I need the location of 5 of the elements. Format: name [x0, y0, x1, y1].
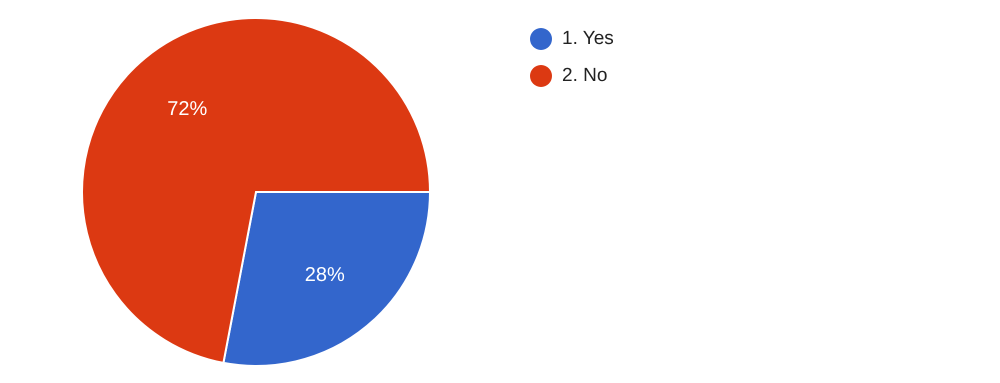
legend-label: 2. No	[562, 64, 608, 86]
data-label: 28%	[304, 264, 345, 286]
legend-label: 1. Yes	[562, 28, 614, 50]
data-label: 72%	[167, 98, 208, 120]
pie-slice	[81, 17, 431, 364]
